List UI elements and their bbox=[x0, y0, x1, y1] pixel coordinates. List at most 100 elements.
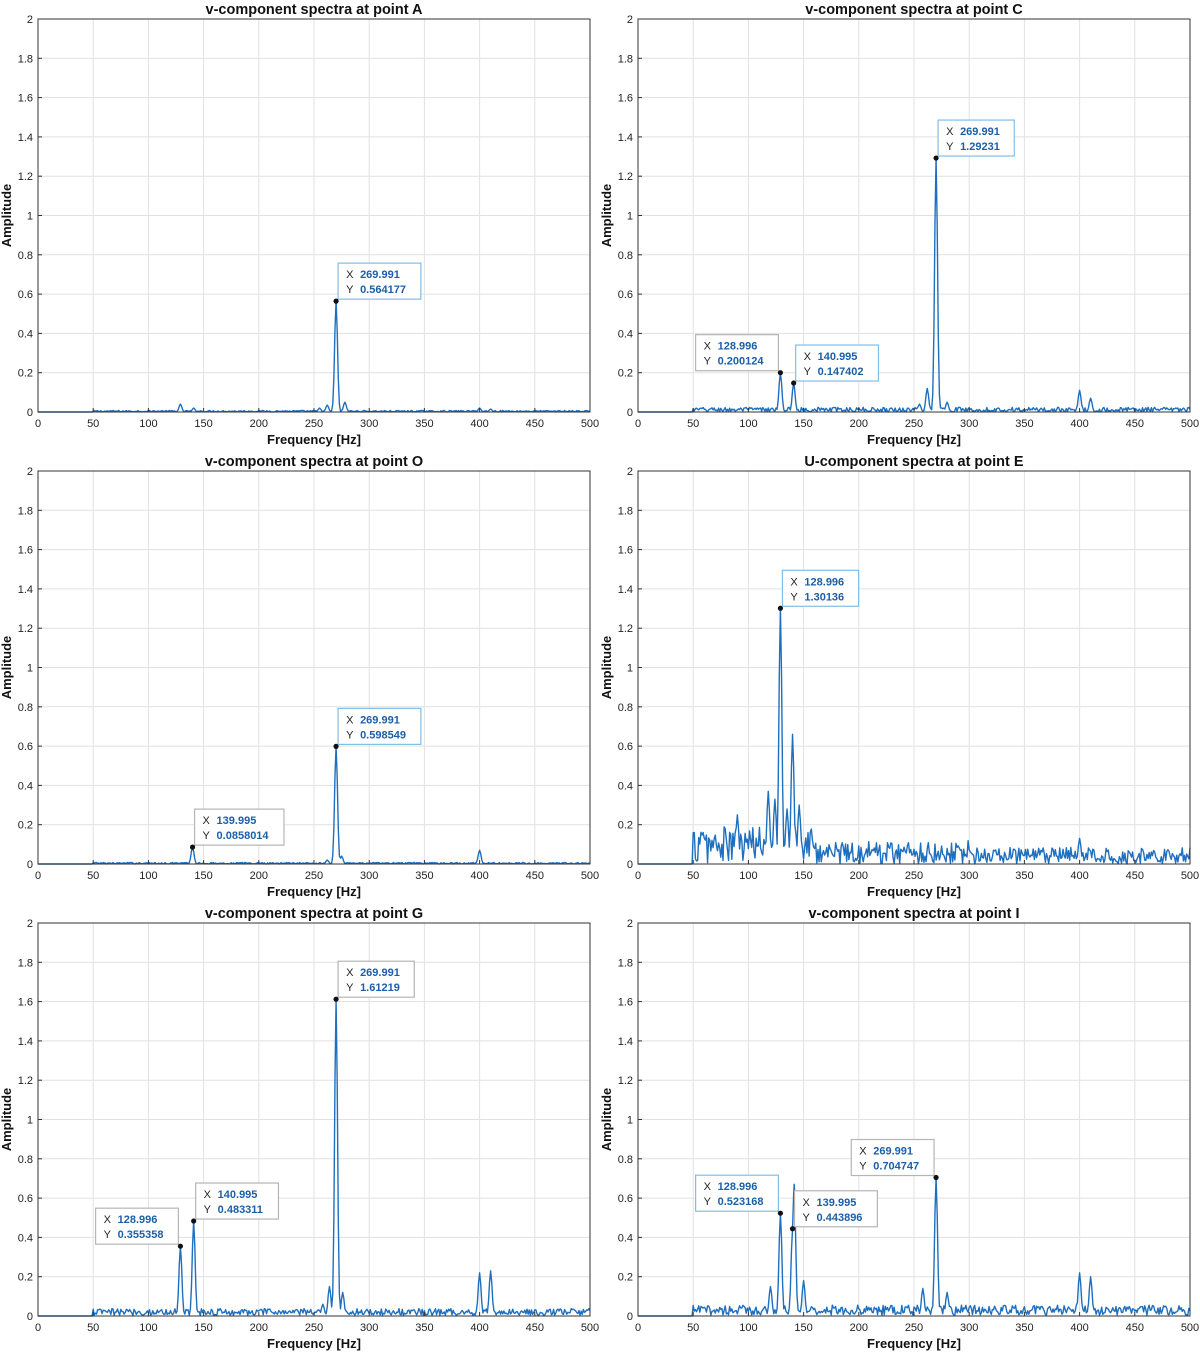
datatip[interactable]: X 139.995 Y 0.0858014 bbox=[189, 808, 285, 850]
datatip-y-value: 0.443896 bbox=[817, 1212, 863, 1224]
y-tick-label: 1.8 bbox=[18, 957, 33, 969]
y-tick-label: 1.8 bbox=[18, 53, 33, 65]
datatip-x-label: X bbox=[346, 269, 354, 281]
y-tick-label: 0.2 bbox=[618, 1272, 633, 1284]
chart-panel-3: 0 50 100 150 200 250 300 350 400 450 500 0 0.2 0.4 0.6… bbox=[0, 452, 600, 904]
datatip-marker[interactable] bbox=[177, 1243, 184, 1249]
x-tick-label: 300 bbox=[360, 870, 378, 882]
y-tick-label: 0 bbox=[27, 407, 33, 419]
chart-panel-5: 0 50 100 150 200 250 300 350 400 450 500 0 0.2 0.4 0.6… bbox=[0, 904, 600, 1356]
datatip-marker[interactable] bbox=[333, 743, 339, 749]
datatip-marker[interactable] bbox=[791, 380, 797, 386]
x-tick-label: 200 bbox=[250, 870, 268, 882]
datatip-y-label: Y bbox=[104, 1229, 112, 1241]
datatip[interactable]: X 128.996 Y 0.523168 bbox=[695, 1174, 784, 1216]
datatip-y-value: 0.598549 bbox=[360, 729, 406, 741]
datatip-box bbox=[793, 1190, 878, 1228]
x-tick-label: 500 bbox=[1181, 1322, 1199, 1334]
chart-title: U-component spectra at point E bbox=[804, 454, 1023, 470]
datatip-y-value: 0.200124 bbox=[718, 356, 765, 368]
datatip-y-value: 1.29231 bbox=[960, 141, 1000, 153]
chart-svg: 0 50 100 150 200 250 300 350 400 450 500 0 0.2 0.4 0.6… bbox=[0, 906, 599, 1351]
x-tick-label: 250 bbox=[905, 870, 923, 882]
y-tick-label: 1.8 bbox=[18, 505, 33, 517]
datatip-marker[interactable] bbox=[189, 844, 196, 850]
datatip-x-label: X bbox=[803, 1197, 811, 1209]
x-tick-label: 150 bbox=[794, 418, 812, 430]
datatip-box bbox=[695, 1174, 780, 1212]
datatip-y-value: 0.147402 bbox=[818, 366, 864, 378]
y-axis-label: Amplitude bbox=[600, 636, 614, 700]
chart-panel-2: 0 50 100 150 200 250 300 350 400 450 500 0 0.2 0.4 0.6… bbox=[600, 0, 1200, 452]
y-tick-label: 0.6 bbox=[18, 289, 33, 301]
datatip-y-label: Y bbox=[704, 356, 712, 368]
y-tick-label: 0.8 bbox=[18, 250, 33, 262]
x-tick-label: 350 bbox=[415, 870, 433, 882]
x-tick-label: 0 bbox=[35, 870, 41, 882]
chart-svg: 0 50 100 150 200 250 300 350 400 450 500 0 0.2 0.4 0.6… bbox=[0, 2, 599, 447]
y-tick-label: 1.4 bbox=[18, 1036, 33, 1048]
chart-panel-6: 0 50 100 150 200 250 300 350 400 450 500 0 0.2 0.4 0.6… bbox=[600, 904, 1200, 1356]
datatip-marker[interactable] bbox=[777, 605, 784, 611]
x-tick-label: 400 bbox=[470, 870, 488, 882]
datatip[interactable]: X 269.991 Y 0.704747 bbox=[850, 1138, 939, 1181]
y-tick-label: 1.2 bbox=[618, 623, 633, 635]
y-tick-label: 1.2 bbox=[18, 623, 33, 635]
y-tick-label: 1.6 bbox=[618, 997, 633, 1009]
x-tick-label: 200 bbox=[850, 418, 868, 430]
datatip-marker[interactable] bbox=[933, 155, 939, 161]
datatip-x-value: 128.996 bbox=[804, 576, 844, 588]
datatip[interactable]: X 128.996 Y 1.30136 bbox=[777, 569, 860, 611]
x-tick-label: 500 bbox=[1181, 870, 1199, 882]
datatip[interactable]: X 269.991 Y 0.598549 bbox=[333, 707, 422, 749]
y-tick-label: 0.6 bbox=[618, 1193, 633, 1205]
x-tick-label: 300 bbox=[360, 418, 378, 430]
datatip-marker[interactable] bbox=[777, 370, 784, 376]
y-tick-label: 2 bbox=[627, 918, 633, 930]
datatip-y-label: Y bbox=[204, 1204, 212, 1216]
y-tick-label: 1 bbox=[27, 211, 33, 223]
x-axis-label: Frequency [Hz] bbox=[267, 432, 361, 447]
datatip-box bbox=[337, 960, 415, 998]
y-tick-label: 0 bbox=[27, 1311, 33, 1323]
datatip-marker[interactable] bbox=[333, 298, 339, 304]
x-tick-label: 100 bbox=[139, 870, 157, 882]
datatip-box bbox=[193, 808, 285, 846]
datatip[interactable]: X 128.996 Y 0.355358 bbox=[95, 1207, 184, 1249]
x-tick-label: 200 bbox=[850, 870, 868, 882]
datatip-x-label: X bbox=[859, 1146, 867, 1158]
datatip-y-label: Y bbox=[859, 1161, 867, 1173]
y-axis-label: Amplitude bbox=[0, 1088, 14, 1152]
datatip-marker[interactable] bbox=[933, 1174, 939, 1181]
datatip[interactable]: X 140.995 Y 0.483311 bbox=[191, 1182, 280, 1224]
datatip-x-value: 269.991 bbox=[360, 967, 400, 979]
datatip[interactable]: X 269.991 Y 1.29231 bbox=[933, 119, 1015, 161]
y-tick-label: 2 bbox=[627, 466, 633, 478]
datatip[interactable]: X 269.991 Y 0.564177 bbox=[333, 262, 422, 304]
y-axis-label: Amplitude bbox=[0, 184, 14, 248]
datatip[interactable]: X 140.995 Y 0.147402 bbox=[791, 344, 880, 386]
datatip[interactable]: X 128.996 Y 0.200124 bbox=[695, 334, 784, 376]
x-tick-label: 150 bbox=[794, 1322, 812, 1334]
y-tick-label: 2 bbox=[627, 14, 633, 26]
x-tick-label: 100 bbox=[739, 1322, 757, 1334]
datatip-box bbox=[95, 1207, 180, 1245]
datatip-y-value: 0.704747 bbox=[873, 1161, 919, 1173]
datatip-marker[interactable] bbox=[777, 1210, 784, 1216]
datatip-marker[interactable] bbox=[191, 1218, 197, 1224]
datatip[interactable]: X 139.995 Y 0.443896 bbox=[789, 1190, 878, 1232]
datatip-x-label: X bbox=[946, 126, 954, 138]
chart-svg: 0 50 100 150 200 250 300 350 400 450 500 0 0.2 0.4 0.6… bbox=[0, 454, 599, 899]
x-tick-label: 500 bbox=[581, 418, 599, 430]
chart-title: v-component spectra at point G bbox=[205, 906, 423, 922]
datatip-marker[interactable] bbox=[789, 1226, 796, 1232]
datatip-box bbox=[337, 707, 422, 745]
chart-svg: 0 50 100 150 200 250 300 350 400 450 500 0 0.2 0.4 0.6… bbox=[600, 906, 1199, 1351]
y-tick-label: 0 bbox=[627, 1311, 633, 1323]
datatip-y-label: Y bbox=[790, 591, 798, 603]
datatip-marker[interactable] bbox=[333, 996, 339, 1002]
x-tick-label: 100 bbox=[139, 1322, 157, 1334]
datatip[interactable]: X 269.991 Y 1.61219 bbox=[333, 960, 415, 1002]
chart-title: v-component spectra at point I bbox=[808, 906, 1019, 922]
datatip-x-value: 128.996 bbox=[718, 341, 758, 353]
